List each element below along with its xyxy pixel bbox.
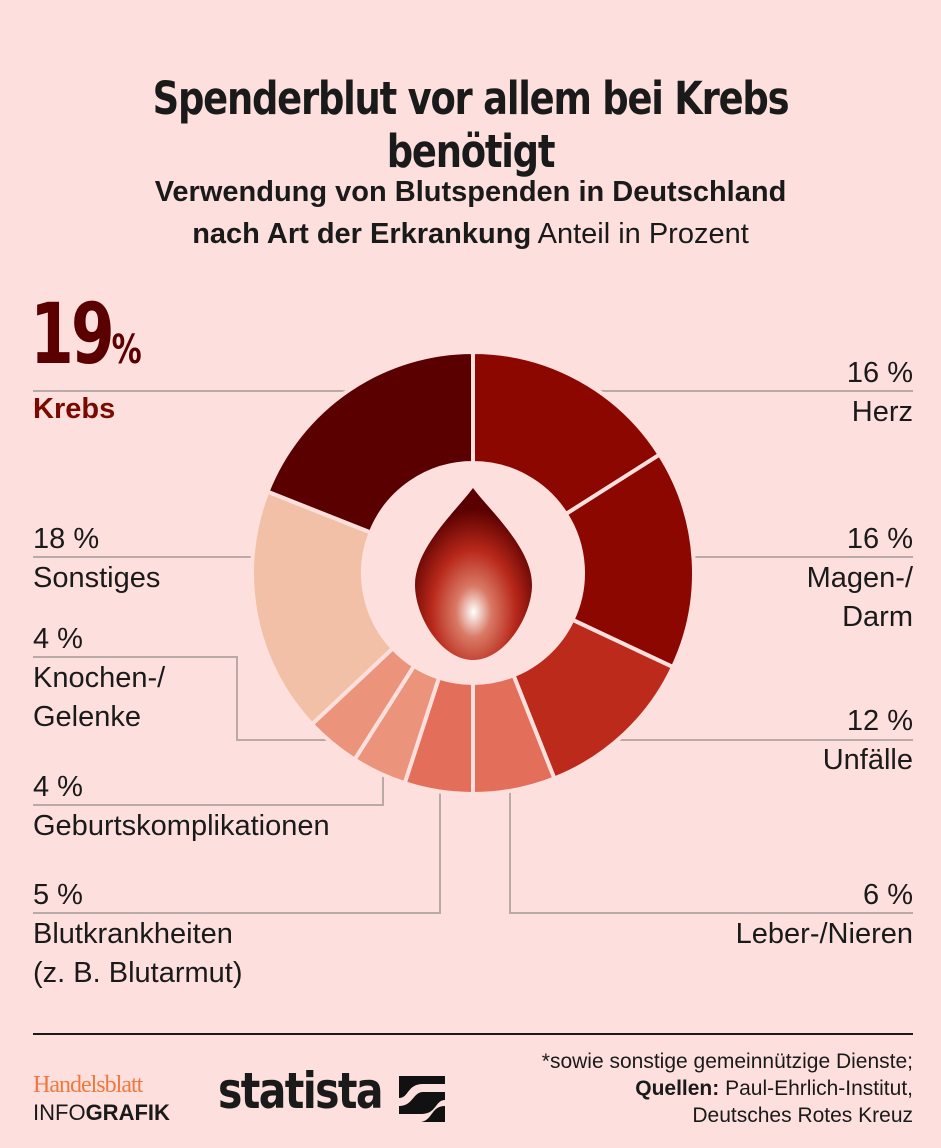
page-title: Spenderblut vor allem bei Krebs benötigt [152, 72, 790, 178]
krebs-number: 19 [30, 285, 115, 383]
slice-magen-darm [563, 451, 696, 670]
value: 16 % [846, 357, 913, 389]
leader-geburt [33, 775, 384, 806]
name: Leber-/Nieren [735, 918, 913, 950]
subtitle-rest: Anteil in Prozent [531, 218, 749, 250]
handelsblatt-logo: Handelsblatt [33, 1072, 143, 1098]
leader-lines [33, 390, 913, 914]
footnote-sources: *sowie sonstige gemeinnützige Dienste; Q… [542, 1048, 913, 1129]
subtitle-line2: nach Art der Erkrankung Anteil in Prozen… [0, 218, 941, 251]
name: Sonstiges [33, 562, 161, 594]
statista-logo: statista [218, 1062, 384, 1120]
name: (z. B. Blutarmut) [33, 957, 243, 989]
sources-label: Quellen: [635, 1077, 720, 1100]
leader-knochen [33, 656, 335, 741]
krebs-pct: % [111, 327, 142, 373]
subtitle-bold: nach Art der Erkrankung [192, 218, 532, 250]
value: 16 % [846, 523, 913, 555]
value: 4 % [33, 623, 83, 655]
name: Magen-/ [806, 562, 913, 594]
name: Gelenke [33, 701, 142, 733]
value: 6 % [863, 879, 913, 911]
label-magen: 16 % Magen-/ Darm [807, 520, 913, 637]
logo-part: GRAFIK [85, 1100, 170, 1125]
value: 5 % [33, 879, 83, 911]
value: 4 % [33, 771, 83, 803]
slice-krebs [264, 349, 475, 536]
slice-herz [471, 349, 663, 517]
subtitle-line1: Verwendung von Blutspenden in Deutschlan… [154, 176, 787, 208]
label-knochen: 4 % Knochen-/ Gelenke [33, 620, 165, 737]
label-leber: 6 % Leber-/Nieren [736, 876, 913, 954]
name: Knochen-/ [33, 662, 166, 694]
slice-sonstiges [250, 489, 396, 728]
infografik-logo: INFOGRAFIK [33, 1100, 170, 1126]
blood-drop-icon [415, 488, 532, 660]
name: Geburtskomplikationen [33, 810, 330, 842]
footnote: *sowie sonstige gemeinnützige Dienste; [541, 1050, 913, 1073]
label-herz: 16 % Herz [847, 354, 913, 432]
value: 12 % [846, 705, 913, 737]
value: 18 % [33, 523, 100, 555]
statista-logo-icon [399, 1076, 445, 1122]
sources: Quellen: Paul-Ehrlich-Institut, [542, 1075, 913, 1102]
label-krebs: Krebs [33, 393, 116, 425]
source: Paul-Ehrlich-Institut, [719, 1077, 913, 1100]
label-geburt: 4 % Geburtskomplikationen [33, 768, 330, 846]
name: Darm [842, 601, 913, 633]
name: Blutkrankheiten [33, 918, 233, 950]
krebs-value: 19% [30, 285, 142, 383]
leader-blut [33, 790, 441, 914]
label-unfaelle: 12 % Unfälle [823, 702, 913, 780]
label-sonstiges: 18 % Sonstiges [33, 520, 160, 598]
name: Herz [851, 396, 913, 428]
logo-part: INFO [33, 1100, 86, 1125]
leader-leber [509, 790, 913, 914]
label-blut: 5 % Blutkrankheiten (z. B. Blutarmut) [33, 876, 243, 993]
source: Deutsches Rotes Kreuz [692, 1104, 913, 1127]
name: Unfälle [822, 744, 913, 776]
footer-divider [33, 1033, 913, 1035]
